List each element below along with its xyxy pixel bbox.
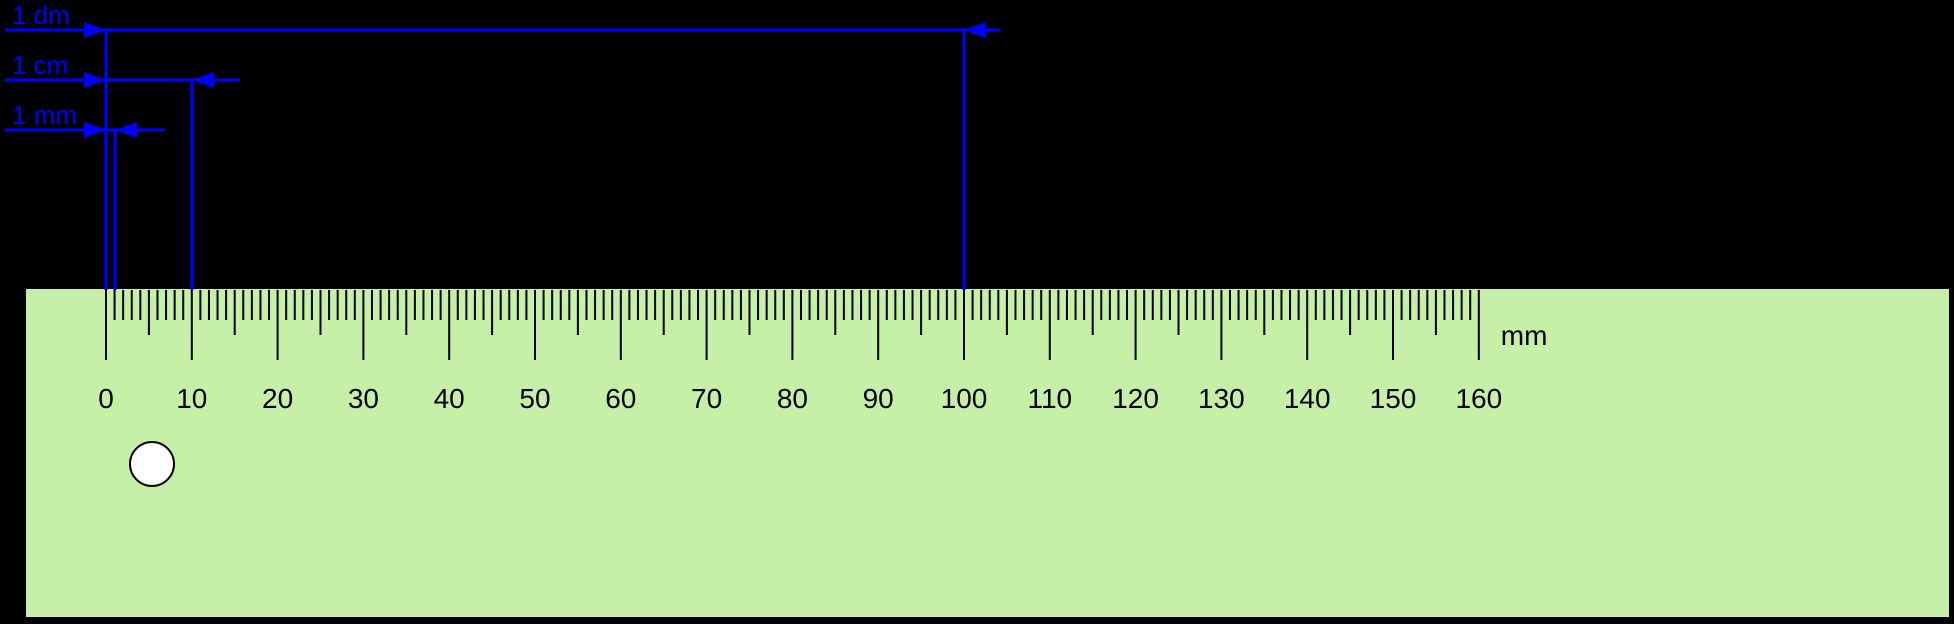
dimension-label: 1 dm: [12, 0, 70, 30]
ruler: 0 10 20 30 40 50 60 70 80 90 100 110 120 130 140 150 160…: [25, 288, 1950, 618]
ruler-label: 60: [605, 383, 636, 414]
ruler-label: 130: [1198, 383, 1245, 414]
ruler-label: 40: [434, 383, 465, 414]
ruler-label: 160: [1455, 383, 1502, 414]
ruler-unit: mm: [1501, 320, 1548, 351]
ruler-label: 80: [777, 383, 808, 414]
ruler-hole: [130, 442, 174, 486]
ruler-label: 120: [1112, 383, 1159, 414]
dimension-label: 1 mm: [12, 100, 77, 130]
ruler-label: 50: [519, 383, 550, 414]
ruler-label: 0: [98, 383, 114, 414]
ruler-body: [25, 288, 1950, 618]
ruler-label: 10: [176, 383, 207, 414]
dimension-label: 1 cm: [12, 50, 68, 80]
ruler-label: 20: [262, 383, 293, 414]
ruler-label: 70: [691, 383, 722, 414]
ruler-label: 140: [1284, 383, 1331, 414]
ruler-label: 150: [1370, 383, 1417, 414]
ruler-label: 110: [1027, 383, 1072, 414]
ruler-label: 90: [863, 383, 894, 414]
ruler-label: 30: [348, 383, 379, 414]
ruler-label: 100: [941, 383, 988, 414]
